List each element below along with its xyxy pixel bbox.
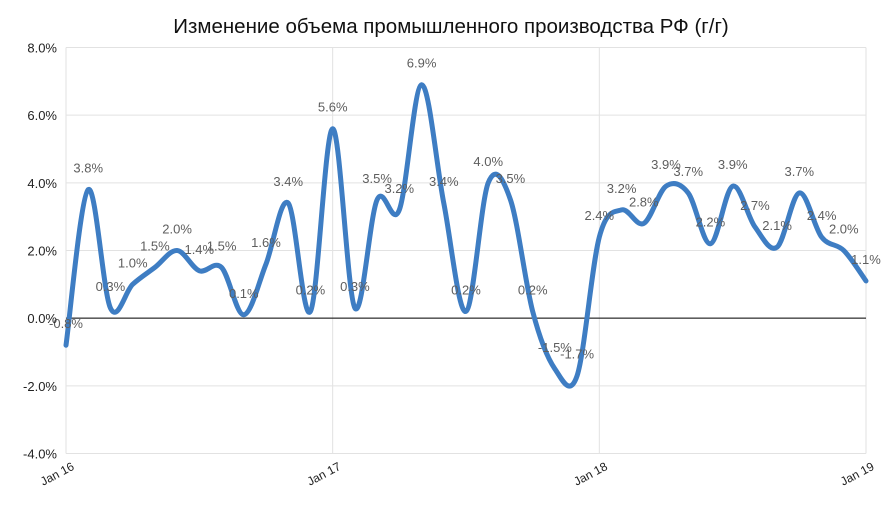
data-label: 0.2% <box>451 282 481 297</box>
data-label: 3.4% <box>429 174 459 189</box>
data-label: 3.5% <box>362 171 392 186</box>
data-label: 1.0% <box>118 255 148 270</box>
data-label: 0.3% <box>96 279 126 294</box>
data-label: 2.0% <box>162 222 192 237</box>
data-label: 3.2% <box>384 181 414 196</box>
data-label: 4.0% <box>473 154 503 169</box>
data-label: 3.8% <box>73 161 103 176</box>
grid-layer <box>65 47 867 454</box>
data-label: 6.9% <box>407 56 437 71</box>
data-label: 1.5% <box>207 238 237 253</box>
data-label: 3.7% <box>673 164 703 179</box>
x-axis-tick-label: Jan 18 <box>571 459 610 488</box>
series-line <box>63 82 869 389</box>
data-label: 1.4% <box>184 242 214 257</box>
data-label: 3.9% <box>651 157 681 172</box>
data-label: -1.5% <box>538 340 572 355</box>
y-axis-tick-label: 4.0% <box>27 176 57 191</box>
data-labels: -0.8%3.8%0.3%1.0%1.5%2.0%1.4%1.5%0.1%1.6… <box>49 56 881 362</box>
series-layer <box>63 82 869 389</box>
data-label: 0.1% <box>229 286 259 301</box>
data-label: 1.5% <box>140 238 170 253</box>
data-label: 2.0% <box>829 222 859 237</box>
data-label: 2.7% <box>740 198 770 213</box>
data-label: 3.2% <box>607 181 637 196</box>
data-label: 2.8% <box>629 194 659 209</box>
y-axis-tick-label: -4.0% <box>23 447 57 462</box>
data-label: 3.4% <box>273 174 303 189</box>
data-label: 3.9% <box>718 157 748 172</box>
data-label: 3.7% <box>784 164 814 179</box>
data-label: 2.2% <box>696 215 726 230</box>
x-axis-tick-label: Jan 16 <box>38 459 77 488</box>
data-label: 0.2% <box>518 282 548 297</box>
data-label: -0.8% <box>49 316 83 331</box>
data-label: 0.3% <box>340 279 370 294</box>
data-label: 1.1% <box>851 252 881 267</box>
x-axis-tick-label: Jan 19 <box>838 459 877 488</box>
y-axis-tick-label: 8.0% <box>27 41 57 56</box>
y-axis-tick-label: -2.0% <box>23 379 57 394</box>
y-axis-tick-label: 0.0% <box>27 311 57 326</box>
data-label: 2.4% <box>807 208 837 223</box>
data-label: 2.4% <box>584 208 614 223</box>
x-axis-tick-label: Jan 17 <box>305 459 344 488</box>
data-label: -1.7% <box>560 347 594 362</box>
chart-title: Изменение объема промышленного производс… <box>173 15 729 38</box>
y-axis-tick-label: 6.0% <box>27 108 57 123</box>
data-label: 2.1% <box>762 218 792 233</box>
data-label: 3.5% <box>496 171 526 186</box>
axis-labels: 8.0% 6.0% 4.0% 2.0% 0.0% -2.0% -4.0%Jan 16 Jan … <box>23 41 877 489</box>
data-label: 0.2% <box>296 282 326 297</box>
data-label: 1.6% <box>251 235 281 250</box>
y-axis-tick-label: 2.0% <box>27 244 57 259</box>
data-label: 5.6% <box>318 100 348 115</box>
